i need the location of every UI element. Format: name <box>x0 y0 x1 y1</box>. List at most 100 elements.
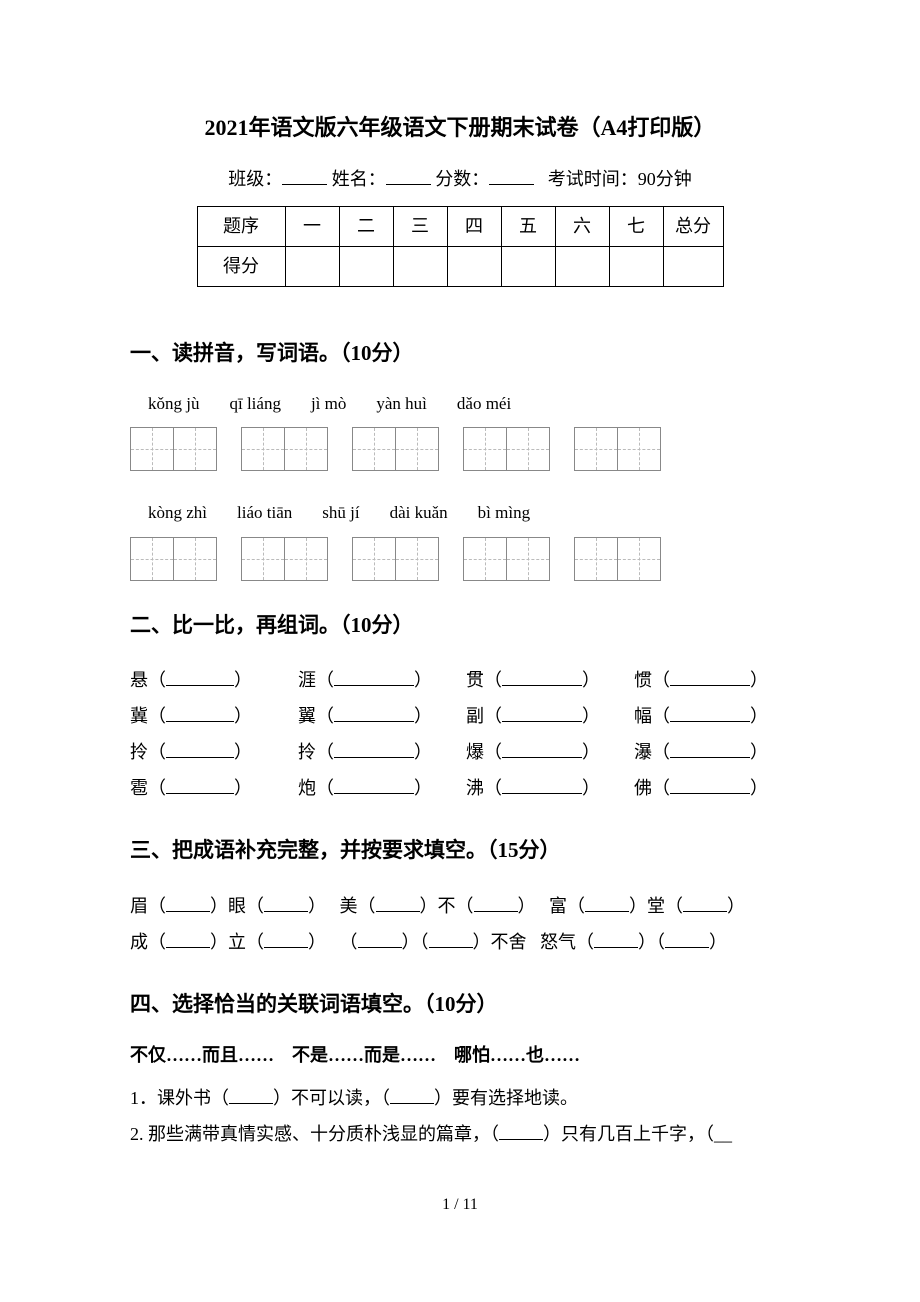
blank[interactable] <box>594 929 638 948</box>
blank[interactable] <box>502 667 582 686</box>
blank[interactable] <box>166 739 234 758</box>
section4-options: 不仅……而且…… 不是……而是…… 哪怕……也…… <box>130 1041 790 1070</box>
blank[interactable] <box>166 703 234 722</box>
score-blank[interactable] <box>489 165 534 185</box>
score-table: 题序 一 二 三 四 五 六 七 总分 得分 <box>197 206 724 287</box>
q2-item: 悬（） <box>130 662 286 698</box>
score-cell[interactable] <box>393 246 447 286</box>
char-box-row <box>130 427 790 471</box>
score-cell[interactable] <box>447 246 501 286</box>
section3-heading: 三、把成语补充完整，并按要求填空。（15分） <box>130 834 790 868</box>
blank[interactable] <box>585 893 629 912</box>
score-cell[interactable] <box>609 246 663 286</box>
class-blank[interactable] <box>282 165 327 185</box>
char-box-group[interactable] <box>574 537 661 581</box>
blank[interactable] <box>474 893 518 912</box>
section4-body: 1．课外书（）不可以读，（）要有选择地读。 2. 那些满带真情实感、十分质朴浅显… <box>130 1080 790 1152</box>
exam-title: 2021年语文版六年级语文下册期末试卷（A4打印版） <box>130 110 790 145</box>
section2-body: 悬（） 涯（） 贯（） 惯（） 冀（） 翼（） 副（） 幅（） 拎（） 拎（） … <box>130 662 790 806</box>
blank[interactable] <box>166 929 210 948</box>
score-cell[interactable] <box>555 246 609 286</box>
pinyin-item: dǎo méi <box>457 390 511 417</box>
blank[interactable] <box>502 775 582 794</box>
blank[interactable] <box>376 893 420 912</box>
blank[interactable] <box>166 667 234 686</box>
col-header: 二 <box>339 206 393 246</box>
table-row: 得分 <box>197 246 723 286</box>
blank[interactable] <box>502 739 582 758</box>
score-cell[interactable] <box>663 246 723 286</box>
row-header: 得分 <box>197 246 285 286</box>
char-box-group[interactable] <box>130 427 217 471</box>
char-box-group[interactable] <box>463 537 550 581</box>
q3-line: 眉（）眼（） 美（）不（） 富（）堂（） <box>130 888 790 924</box>
q2-item: 贯（） <box>466 662 622 698</box>
col-header: 五 <box>501 206 555 246</box>
pinyin-item: liáo tiān <box>237 499 292 526</box>
student-info-line: 班级： 姓名： 分数： 考试时间：90分钟 <box>130 165 790 194</box>
blank[interactable] <box>358 929 402 948</box>
q2-item: 拎（） <box>298 734 454 770</box>
pinyin-item: shū jí <box>322 499 359 526</box>
name-blank[interactable] <box>386 165 431 185</box>
blank[interactable] <box>229 1085 273 1104</box>
page-number: 1 / 11 <box>130 1192 790 1218</box>
blank[interactable] <box>683 893 727 912</box>
char-box-row <box>130 537 790 581</box>
blank[interactable] <box>264 893 308 912</box>
q2-item: 沸（） <box>466 770 622 806</box>
blank[interactable] <box>334 667 414 686</box>
blank[interactable] <box>166 893 210 912</box>
q2-item: 翼（） <box>298 698 454 734</box>
blank[interactable] <box>670 703 750 722</box>
table-row: 题序 一 二 三 四 五 六 七 总分 <box>197 206 723 246</box>
pinyin-item: qī liáng <box>229 390 280 417</box>
section2-heading: 二、比一比，再组词。（10分） <box>130 609 790 643</box>
blank[interactable] <box>334 703 414 722</box>
q2-row: 冀（） 翼（） 副（） 幅（） <box>130 698 790 734</box>
char-box-group[interactable] <box>574 427 661 471</box>
q2-item: 瀑（） <box>634 734 790 770</box>
class-label: 班级： <box>228 169 282 189</box>
blank[interactable] <box>670 775 750 794</box>
name-label: 姓名： <box>332 169 386 189</box>
section3-body: 眉（）眼（） 美（）不（） 富（）堂（） 成（）立（） （）（）不舍 怒气（）（… <box>130 888 790 960</box>
q2-item: 幅（） <box>634 698 790 734</box>
blank[interactable] <box>429 929 473 948</box>
blank[interactable] <box>670 667 750 686</box>
score-cell[interactable] <box>339 246 393 286</box>
blank[interactable] <box>502 703 582 722</box>
char-box-group[interactable] <box>130 537 217 581</box>
blank[interactable] <box>334 775 414 794</box>
char-box-group[interactable] <box>352 537 439 581</box>
blank[interactable] <box>264 929 308 948</box>
q2-item: 冀（） <box>130 698 286 734</box>
q2-row: 雹（） 炮（） 沸（） 佛（） <box>130 770 790 806</box>
blank[interactable] <box>670 739 750 758</box>
col-header: 总分 <box>663 206 723 246</box>
q4-item: 1．课外书（）不可以读，（）要有选择地读。 <box>130 1080 790 1116</box>
char-box-group[interactable] <box>241 537 328 581</box>
char-box-group[interactable] <box>352 427 439 471</box>
char-box-group[interactable] <box>463 427 550 471</box>
col-header: 一 <box>285 206 339 246</box>
blank[interactable] <box>334 739 414 758</box>
col-header: 六 <box>555 206 609 246</box>
col-header: 七 <box>609 206 663 246</box>
blank[interactable] <box>390 1085 434 1104</box>
q2-item: 涯（） <box>298 662 454 698</box>
time-label: 考试时间：90分钟 <box>548 169 692 189</box>
blank[interactable] <box>665 929 709 948</box>
score-cell[interactable] <box>501 246 555 286</box>
q2-item: 副（） <box>466 698 622 734</box>
row-header: 题序 <box>197 206 285 246</box>
q2-item: 佛（） <box>634 770 790 806</box>
blank[interactable] <box>499 1121 543 1140</box>
pinyin-item: bì mìng <box>478 499 530 526</box>
blank[interactable] <box>166 775 234 794</box>
q2-item: 炮（） <box>298 770 454 806</box>
pinyin-item: kǒng jù <box>148 390 199 417</box>
char-box-group[interactable] <box>241 427 328 471</box>
score-cell[interactable] <box>285 246 339 286</box>
q2-item: 拎（） <box>130 734 286 770</box>
